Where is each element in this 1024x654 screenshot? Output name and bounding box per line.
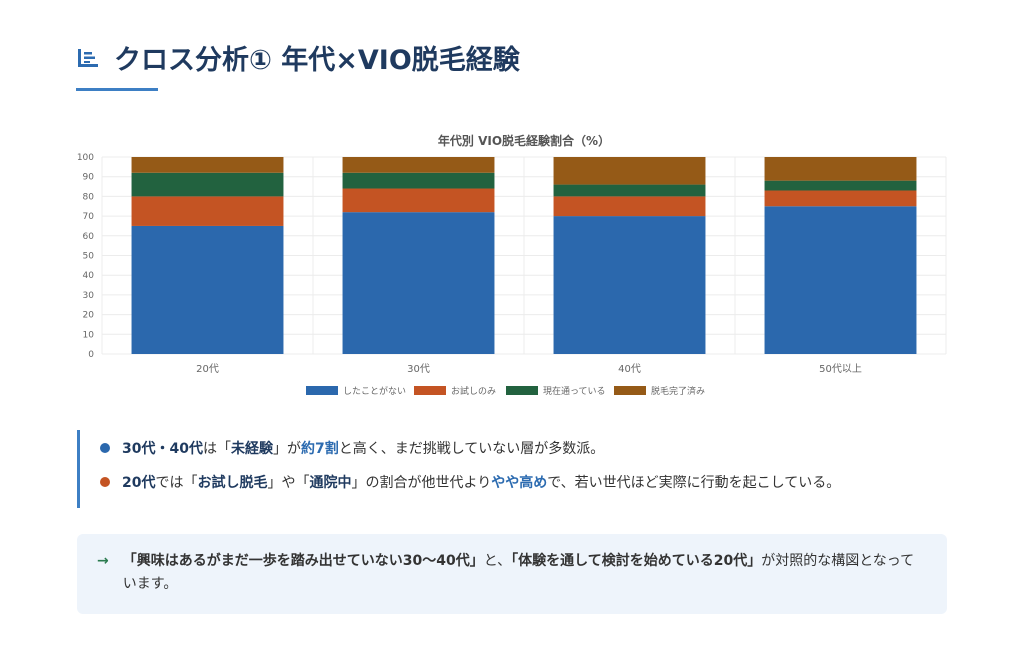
conclusion-text: 「興味はあるがまだ一歩を踏み出せていない30〜40代」と、「体験を通して検討を始…: [123, 550, 927, 614]
x-tick-label: 40代: [618, 363, 641, 375]
emphasis-text: やや高め: [491, 475, 548, 491]
y-tick-label: 20: [83, 311, 95, 321]
legend-label: 脱毛完了済み: [651, 385, 705, 397]
text-segment: 」の割合が他世代より: [351, 475, 492, 491]
bar-segment: [131, 196, 284, 226]
stacked-bar-chart: 年代別 VIO脱毛経験割合（%） 0 10 20 30 40 50 60 70 80 90 100 20…: [77, 133, 947, 397]
bar-segment: [342, 172, 495, 189]
y-tick-label: 90: [83, 173, 95, 183]
bar-segment: [131, 172, 284, 197]
y-tick-label: 30: [83, 291, 95, 301]
bar-segment: [553, 184, 706, 197]
text-segment: が対照的な構図となっています。: [122, 553, 915, 592]
emphasis-text: 「体験を通して検討を始めている20代」: [511, 553, 762, 569]
title-underline: [76, 88, 158, 91]
emphasis-text: お試し脱毛: [197, 475, 268, 491]
chart-title: 年代別 VIO脱毛経験割合（%）: [438, 133, 610, 148]
bullet-icon: [100, 443, 110, 453]
bar-segment: [553, 157, 706, 185]
y-tick-label: 100: [77, 153, 94, 163]
bar-segment: [342, 157, 495, 173]
y-tick-label: 60: [83, 232, 95, 242]
bar-segment: [764, 190, 917, 207]
text-segment: と、: [483, 553, 512, 569]
legend-swatch: [414, 386, 446, 395]
bar-segment: [131, 225, 284, 354]
y-tick-label: 70: [83, 212, 95, 222]
y-tick-label: 50: [83, 252, 95, 262]
page-title: クロス分析① 年代×VIO脱毛経験: [114, 45, 520, 76]
y-tick-label: 40: [83, 271, 95, 281]
emphasis-text: 「興味はあるがまだ一歩を踏み出せていない30〜40代」: [122, 553, 484, 569]
legend-swatch: [614, 386, 646, 395]
emphasis-text: 約7割: [300, 441, 339, 457]
legend-label: 現在通っている: [543, 385, 606, 397]
text-segment: で、若い世代ほど実際に行動を起こしている。: [547, 475, 841, 491]
legend-label: したことがない: [343, 385, 406, 397]
bar-segment: [342, 188, 495, 213]
legend-swatch: [306, 386, 338, 395]
bullet-icon: [100, 477, 110, 487]
point-1: 20代では「お試し脱毛」や「通院中」の割合が他世代よりやや高めで、若い世代ほど実…: [100, 472, 947, 492]
y-tick-label: 80: [83, 192, 95, 202]
list-icon: [78, 48, 98, 67]
bar-segment: [764, 206, 917, 354]
emphasis-text: 30代・40代: [122, 441, 203, 457]
x-tick-label: 50代以上: [819, 363, 862, 375]
point-0: 30代・40代は「未経験」が約7割と高く、まだ挑戦していない層が多数派。: [100, 438, 947, 458]
bar-segment: [764, 180, 917, 191]
section-title: クロス分析① 年代×VIO脱毛経験: [76, 38, 520, 77]
y-tick-label: 10: [83, 330, 95, 340]
legend-swatch: [506, 386, 538, 395]
text-segment: では「: [155, 475, 198, 491]
x-tick-label: 30代: [407, 363, 430, 375]
text-segment: 」や「: [267, 475, 310, 491]
emphasis-text: 通院中: [309, 475, 352, 491]
emphasis-text: 20代: [122, 475, 156, 491]
key-points: 30代・40代は「未経験」が約7割と高く、まだ挑戦していない層が多数派。 20代…: [77, 430, 947, 508]
text-segment: は「: [202, 441, 231, 457]
y-tick-label: 0: [88, 350, 94, 360]
bar-segment: [553, 196, 706, 217]
text-segment: 」が: [272, 441, 301, 457]
x-tick-label: 20代: [196, 363, 219, 375]
legend-label: お試しのみ: [451, 385, 496, 397]
text-segment: と高く、まだ挑戦していない層が多数派。: [338, 441, 605, 457]
bar-segment: [553, 216, 706, 354]
arrow-right-icon: →: [97, 553, 109, 569]
bar-segment: [342, 212, 495, 354]
conclusion-box: → 「興味はあるがまだ一歩を踏み出せていない30〜40代」と、「体験を通して検討…: [77, 534, 947, 614]
bar-segment: [764, 157, 917, 181]
bar-segment: [131, 157, 284, 173]
emphasis-text: 未経験: [230, 441, 273, 457]
